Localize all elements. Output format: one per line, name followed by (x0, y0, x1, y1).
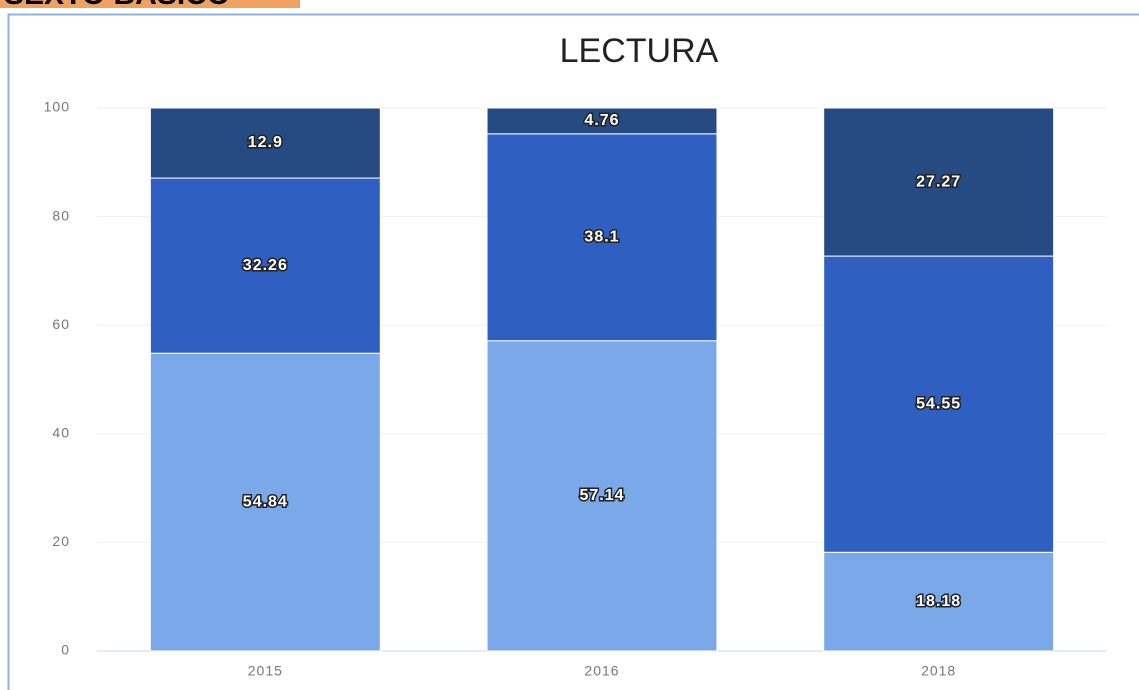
data-label: 38.1 (584, 229, 619, 246)
y-tick-label: 80 (52, 207, 70, 223)
y-tick-label: 0 (61, 642, 70, 658)
data-label: 54.55 (916, 395, 961, 412)
y-tick-label: 100 (44, 99, 70, 115)
bar-segment (486, 133, 718, 342)
chart-title: LECTURA (560, 32, 719, 70)
x-tick-label: 2016 (584, 663, 619, 679)
bar-segment (823, 107, 1055, 257)
bar-segment (823, 255, 1055, 553)
data-label: 12.9 (248, 134, 283, 151)
y-tick-label: 40 (52, 425, 70, 441)
x-tick-label: 2018 (921, 663, 956, 679)
y-tick-label: 20 (52, 533, 70, 549)
bar-segment (149, 107, 381, 179)
data-label: 18.18 (916, 593, 961, 610)
y-tick-label: 60 (52, 316, 70, 332)
data-label: 4.76 (584, 112, 619, 129)
data-label: 54.84 (243, 493, 288, 510)
data-label: 27.27 (916, 173, 961, 190)
bar-segment (149, 352, 381, 652)
x-tick-label: 2015 (248, 663, 283, 679)
header-bg (0, 0, 300, 8)
bar-segment (149, 177, 381, 354)
bar-segment (486, 107, 718, 135)
data-label: 32.26 (243, 257, 288, 274)
bar-segment (486, 340, 718, 652)
data-label: 57.14 (579, 487, 624, 504)
header-title: SEXTO BÁSICO (4, 0, 230, 11)
chart-frame (7, 13, 1139, 690)
bar-segment (823, 551, 1055, 652)
